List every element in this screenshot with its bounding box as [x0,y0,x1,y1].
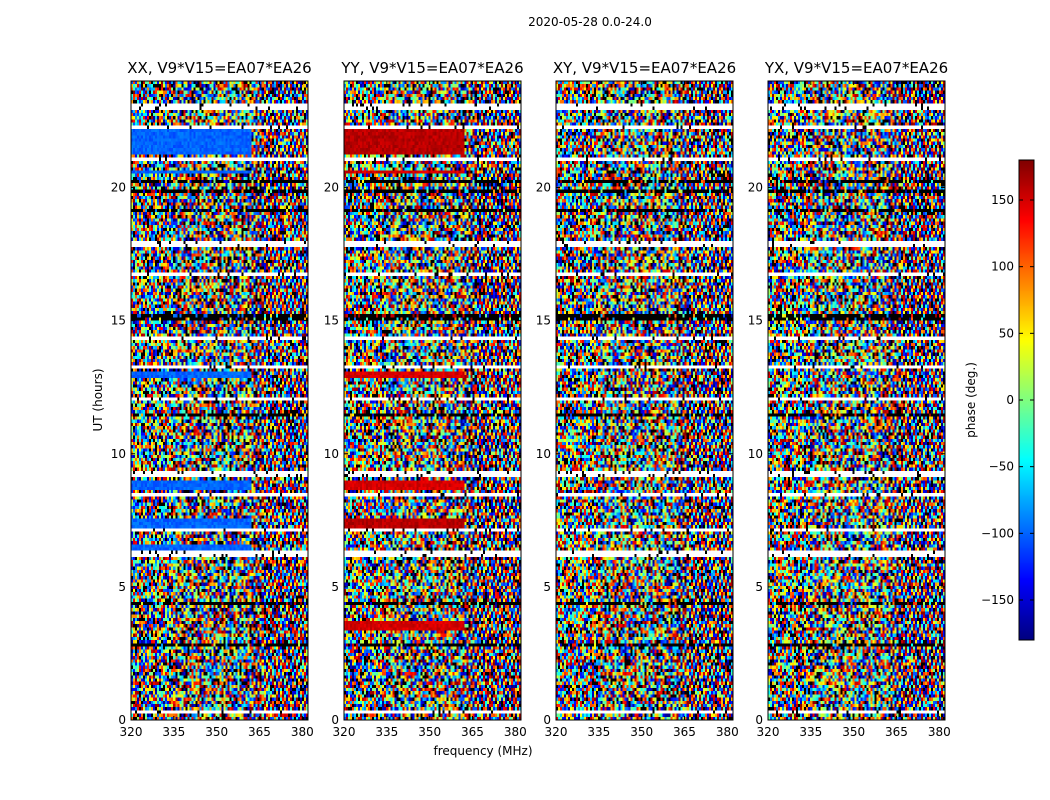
colorbar-tick-label: 50 [999,326,1014,340]
heatmap-xy [556,81,733,720]
x-tick-label: 335 [587,725,610,739]
x-tick-label: 365 [248,725,271,739]
x-tick-label: 320 [757,725,780,739]
colorbar: −150 −100 −50 0 50 100 150 [981,159,1035,641]
y-axis-label: UT (hours) [91,368,105,431]
y-tick-label: 5 [331,580,339,594]
colorbar-tick-label: 0 [1006,393,1014,407]
panel-yy: YY, V9*V15=EA07*EA26 320 335 350 365 380 0 5 10 1… [324,59,527,739]
heatmap-yy [344,81,521,720]
axes-frame [767,80,946,721]
x-axis-label: frequency (MHz) [433,744,532,758]
y-tick-label: 15 [111,314,126,328]
x-tick-label: 365 [461,725,484,739]
panel-title: YY, V9*V15=EA07*EA26 [340,59,523,77]
y-tick-label: 20 [536,181,551,195]
panel-yx: YX, V9*V15=EA07*EA26 320 335 350 365 380 0 5 10 1… [748,59,951,739]
x-tick-label: 365 [885,725,908,739]
x-tick-label: 380 [291,725,314,739]
colorbar-gradient [1019,160,1034,640]
x-tick-label: 380 [504,725,527,739]
panel-xy: XY, V9*V15=EA07*EA26 320 335 350 365 380 0 5 10 1… [536,59,739,739]
y-tick-label: 5 [755,580,763,594]
y-tick-label: 0 [755,713,763,727]
x-tick-label: 320 [545,725,568,739]
y-tick-label: 15 [324,314,339,328]
colorbar-tick-label: −100 [981,526,1014,540]
y-tick-label: 10 [536,447,551,461]
y-tick-label: 10 [111,447,126,461]
y-tick-label: 15 [748,314,763,328]
colorbar-tick-label: 150 [991,193,1014,207]
x-tick-label: 335 [162,725,185,739]
x-tick-label: 365 [673,725,696,739]
colorbar-tick-label: −50 [989,460,1014,474]
axes-frame [343,80,522,721]
colorbar-label: phase (deg.) [964,362,978,438]
y-tick-label: 5 [118,580,126,594]
axes-frame [130,80,309,721]
x-tick-label: 380 [716,725,739,739]
y-tick-label: 10 [748,447,763,461]
y-tick-label: 5 [543,580,551,594]
x-tick-label: 380 [928,725,951,739]
panel-xx: XX, V9*V15=EA07*EA26 320 335 350 365 380 0 5 10 1… [111,59,314,739]
y-tick-label: 20 [748,181,763,195]
x-tick-label: 320 [120,725,143,739]
y-tick-label: 15 [536,314,551,328]
x-tick-label: 335 [799,725,822,739]
y-tick-label: 0 [118,713,126,727]
panels-group: XX, V9*V15=EA07*EA26 320 335 350 365 380 0 5 10 1… [111,59,951,739]
y-tick-label: 0 [543,713,551,727]
x-tick-label: 335 [375,725,398,739]
x-tick-label: 350 [630,725,653,739]
colorbar-tick-label: 100 [991,260,1014,274]
figure-suptitle: 2020-05-28 0.0-24.0 [528,15,652,29]
y-tick-label: 20 [324,181,339,195]
heatmap-xx [131,81,308,720]
panel-title: XY, V9*V15=EA07*EA26 [553,59,736,77]
x-tick-label: 320 [333,725,356,739]
x-tick-label: 350 [842,725,865,739]
panel-title: YX, V9*V15=EA07*EA26 [764,59,948,77]
x-tick-label: 350 [205,725,228,739]
x-tick-label: 350 [418,725,441,739]
y-tick-label: 20 [111,181,126,195]
colorbar-tick-label: −150 [981,593,1014,607]
panel-title: XX, V9*V15=EA07*EA26 [127,59,311,77]
heatmap-yx [768,81,945,720]
y-tick-label: 10 [324,447,339,461]
y-tick-label: 0 [331,713,339,727]
axes-frame [555,80,734,721]
